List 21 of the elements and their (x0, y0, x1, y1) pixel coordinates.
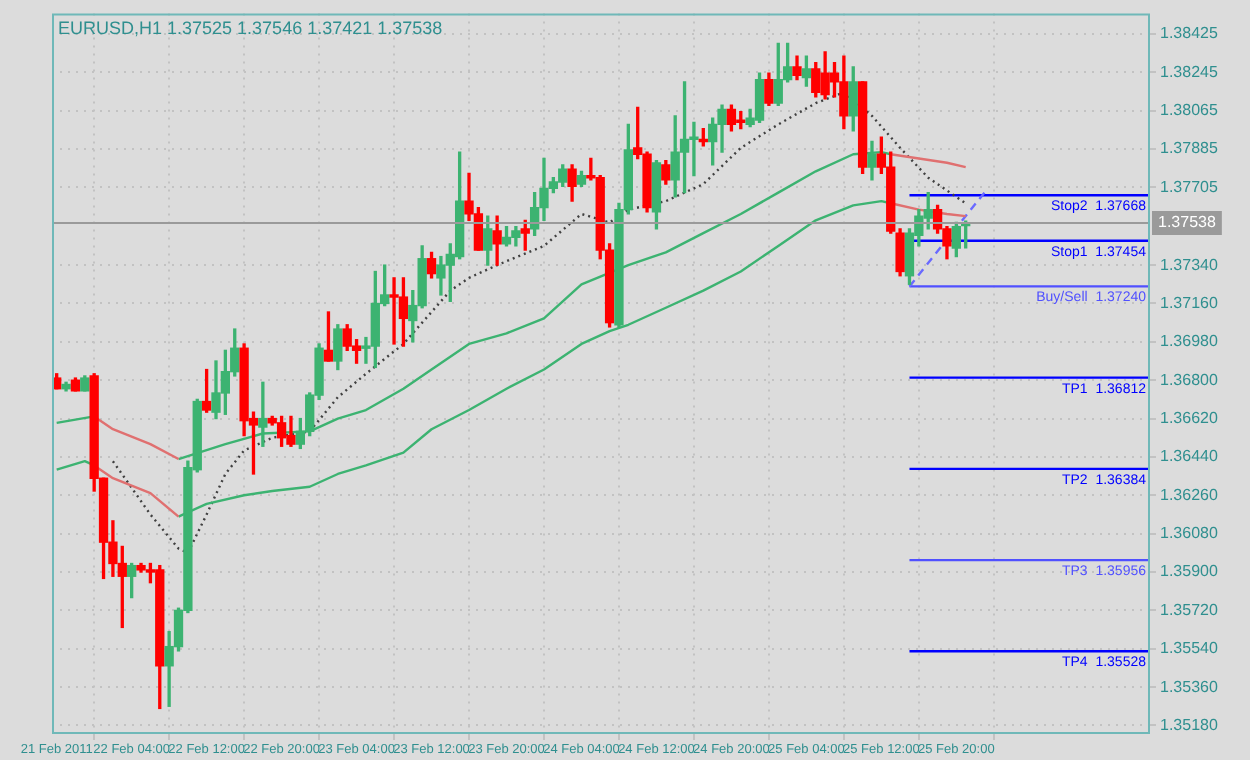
y-tick-label: 1.37340 (1160, 255, 1219, 274)
y-tick-label: 1.36080 (1160, 524, 1219, 543)
y-tick-label: 1.35540 (1160, 639, 1219, 658)
y-tick-label: 1.35360 (1160, 677, 1219, 696)
y-tick-label: 1.35720 (1160, 600, 1219, 619)
y-tick-label: 1.36800 (1160, 370, 1219, 389)
ref-line-label: 1.37538 (1158, 213, 1217, 232)
y-tick-label: 1.35900 (1160, 562, 1219, 581)
y-tick-label: 1.36260 (1160, 485, 1219, 504)
y-tick-label: 1.37705 (1160, 177, 1219, 196)
y-tick-label: 1.36440 (1160, 447, 1219, 466)
y-tick-label: 1.37885 (1160, 139, 1219, 158)
y-tick-label: 1.36620 (1160, 408, 1219, 427)
chart-title: EURUSD,H1 1.37525 1.37546 1.37421 1.37538 (58, 17, 443, 38)
y-tick-label: 1.38425 (1160, 24, 1219, 43)
y-tick-label: 1.38065 (1160, 100, 1219, 119)
y-tick-label: 1.35180 (1160, 715, 1219, 734)
y-tick-label: 1.36980 (1160, 332, 1219, 351)
y-tick-label: 1.37160 (1160, 293, 1219, 312)
candlestick (258, 381, 268, 447)
y-tick-label: 1.38245 (1160, 62, 1219, 81)
